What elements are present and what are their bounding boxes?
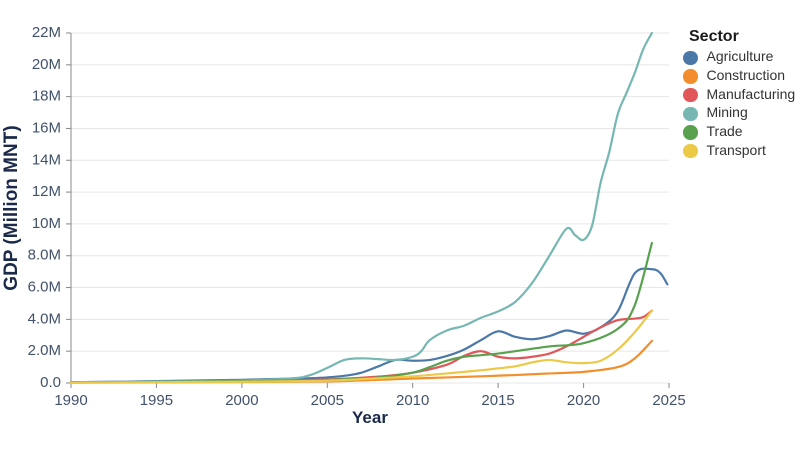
- svg-text:1995: 1995: [140, 392, 173, 409]
- svg-text:2015: 2015: [481, 392, 514, 409]
- svg-text:10M: 10M: [32, 215, 61, 232]
- svg-text:18M: 18M: [32, 88, 61, 105]
- svg-text:0.0: 0.0: [40, 374, 61, 391]
- svg-text:2000: 2000: [225, 392, 258, 409]
- svg-text:4.0M: 4.0M: [28, 310, 61, 327]
- svg-text:8.0M: 8.0M: [28, 247, 61, 264]
- svg-text:16M: 16M: [32, 119, 61, 136]
- svg-text:14M: 14M: [32, 151, 61, 168]
- svg-text:2020: 2020: [567, 392, 600, 409]
- svg-text:2005: 2005: [311, 392, 344, 409]
- svg-text:12M: 12M: [32, 183, 61, 200]
- svg-text:2010: 2010: [396, 392, 429, 409]
- svg-text:6.0M: 6.0M: [28, 279, 61, 296]
- svg-text:2.0M: 2.0M: [28, 342, 61, 359]
- svg-text:20M: 20M: [32, 56, 61, 73]
- svg-text:2025: 2025: [652, 392, 685, 409]
- svg-text:1990: 1990: [54, 392, 87, 409]
- svg-text:22M: 22M: [32, 24, 61, 41]
